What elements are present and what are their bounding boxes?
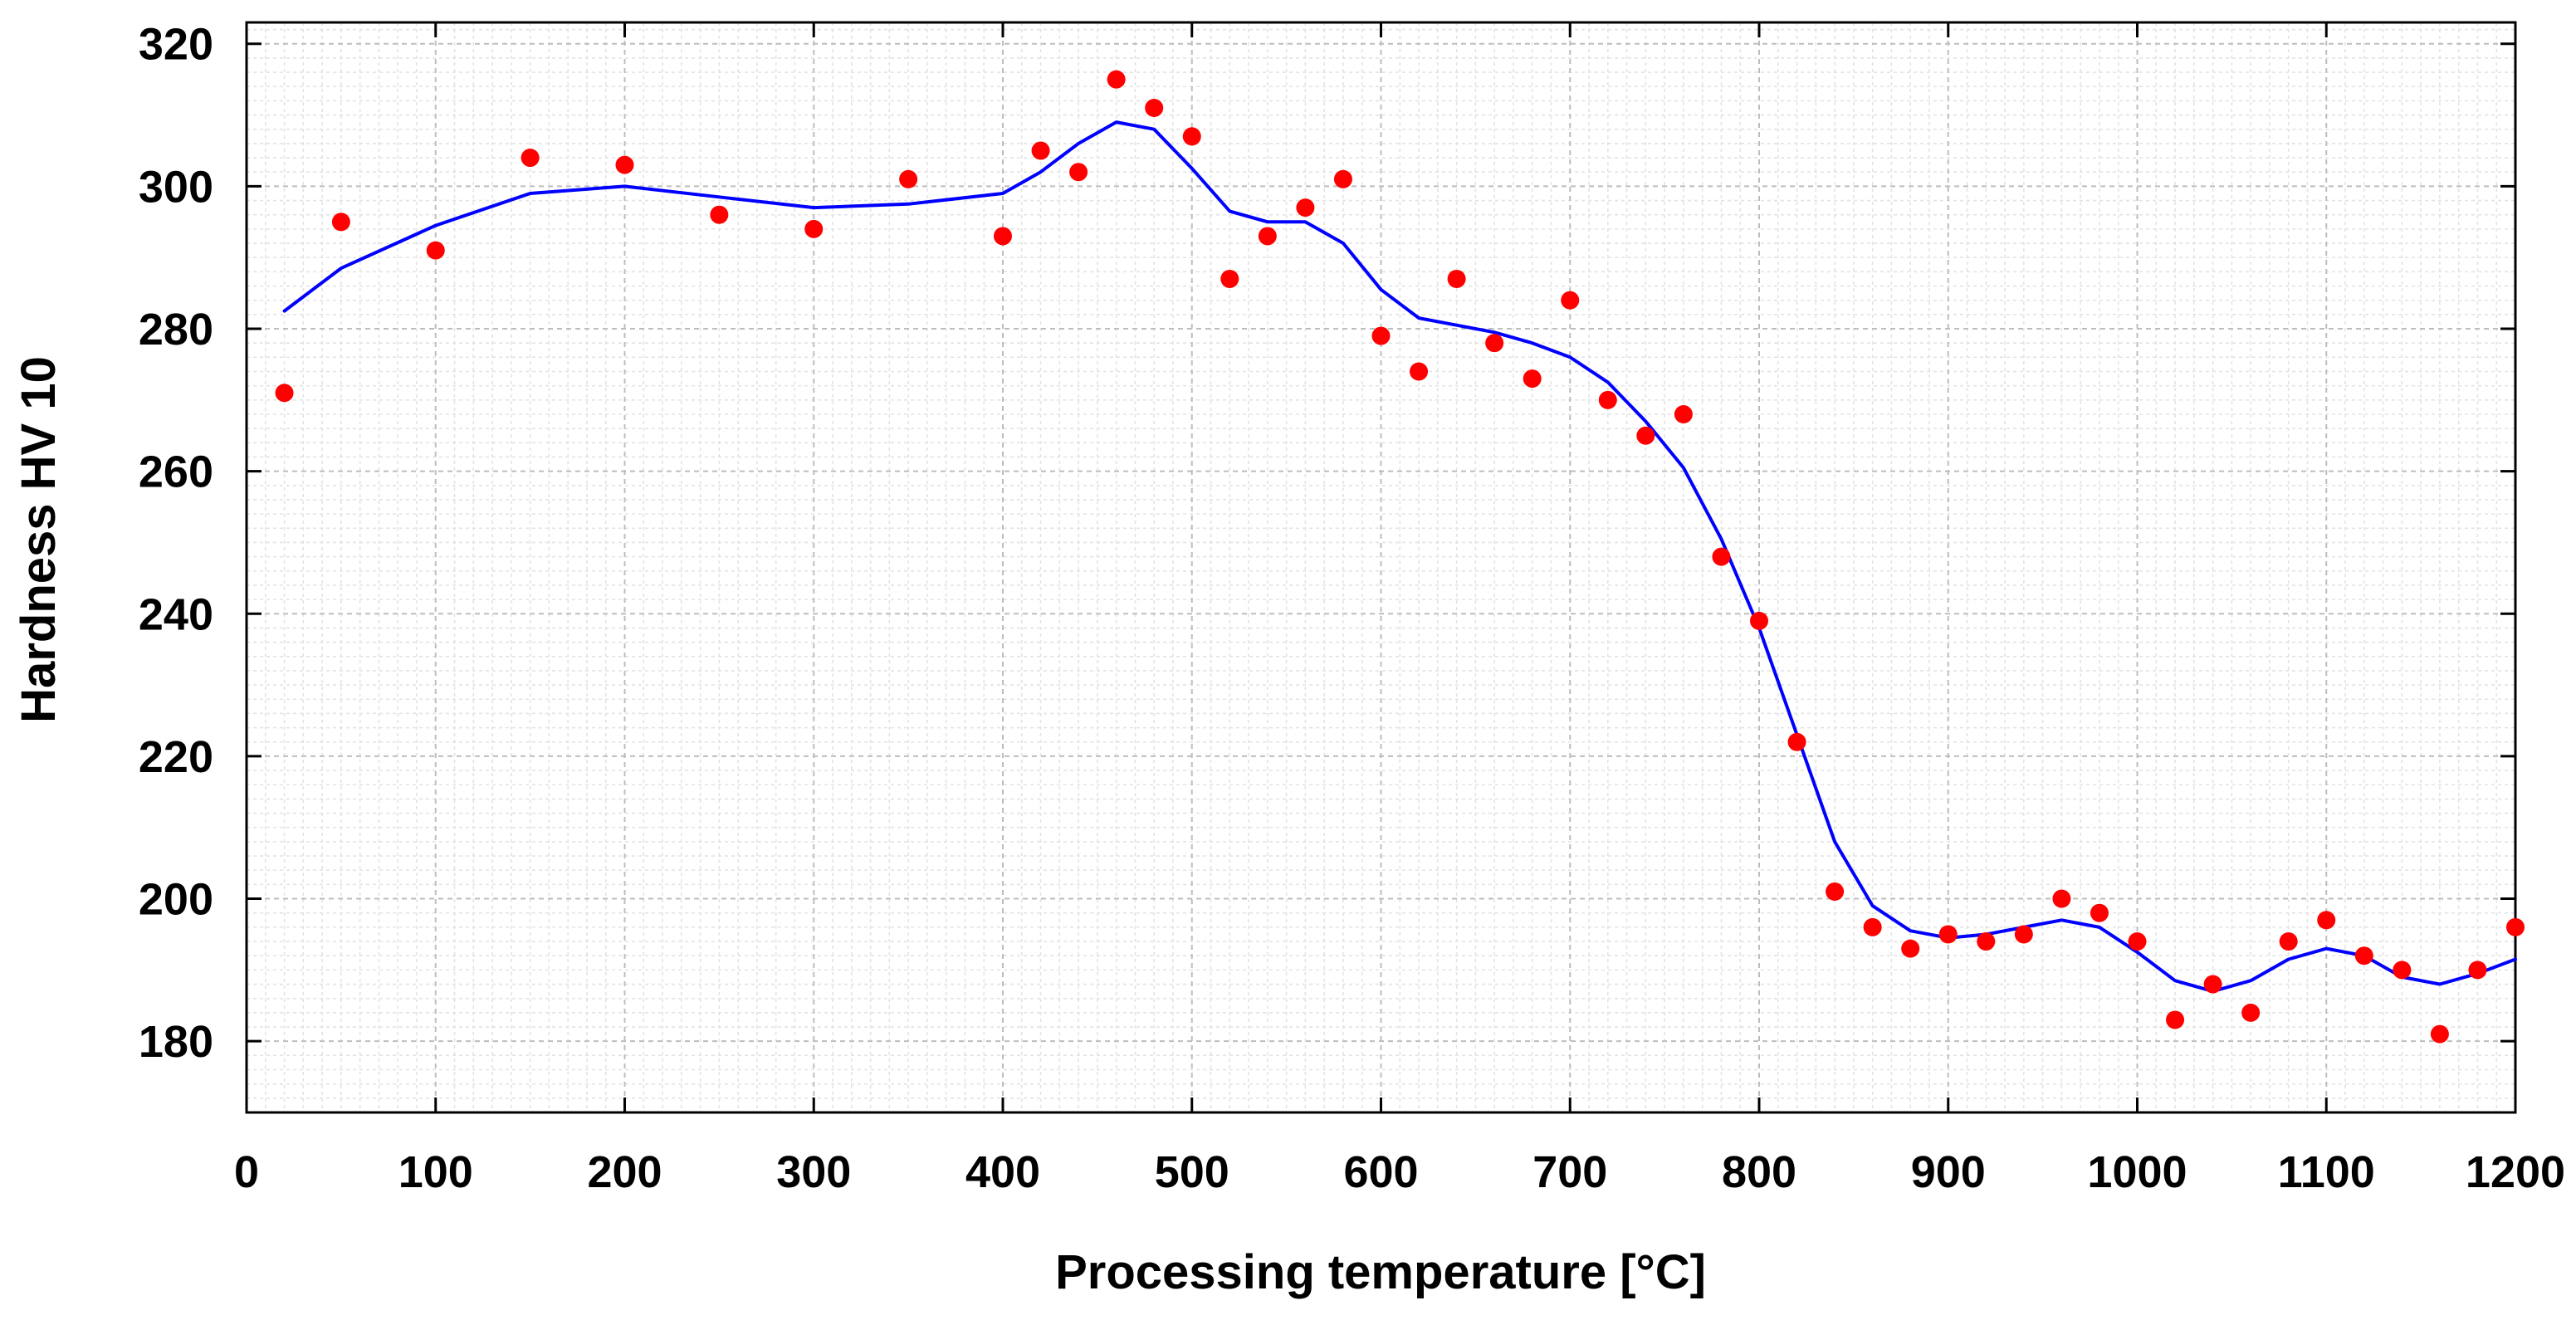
data-point — [1787, 732, 1806, 751]
data-point — [2468, 961, 2487, 980]
data-point — [2317, 911, 2336, 930]
data-point — [1296, 198, 1315, 218]
data-point — [1523, 369, 1542, 389]
data-point — [2090, 903, 2109, 922]
x-tick-label: 700 — [1532, 1147, 1607, 1197]
data-point — [1333, 169, 1352, 188]
data-point — [2128, 932, 2147, 951]
y-tick-label: 280 — [139, 305, 213, 354]
data-point — [1636, 426, 1655, 445]
x-axis-tick-labels: 0 100 200 300 400 500 600 700 800 900 1000 1100 1200 — [234, 1147, 2565, 1197]
data-point — [2430, 1024, 2449, 1044]
x-tick-label: 500 — [1155, 1147, 1229, 1197]
data-point — [1938, 925, 1958, 944]
data-point — [1977, 932, 1996, 951]
x-tick-label: 200 — [587, 1147, 662, 1197]
x-tick-label: 100 — [398, 1147, 473, 1197]
data-point — [331, 213, 350, 232]
x-tick-label: 0 — [234, 1147, 259, 1197]
data-point — [1220, 269, 1239, 288]
y-tick-label: 180 — [139, 1017, 213, 1067]
data-point — [804, 219, 824, 238]
minor-grid — [247, 22, 2515, 1112]
data-point — [1712, 547, 1731, 566]
y-tick-label: 200 — [139, 875, 213, 925]
data-point — [1371, 326, 1391, 345]
y-axis-tick-labels: 180 200 220 240 260 280 300 320 — [139, 20, 213, 1067]
data-point — [2506, 917, 2525, 936]
axis-ticks — [245, 22, 2517, 1112]
data-point — [1182, 127, 1201, 146]
x-tick-label: 1100 — [2278, 1147, 2375, 1197]
y-axis-title: Hardness HV 10 — [12, 356, 66, 723]
data-point — [2393, 961, 2412, 980]
data-point — [275, 384, 294, 403]
data-point — [1485, 334, 1504, 353]
data-point — [521, 149, 540, 168]
y-tick-label: 220 — [139, 732, 213, 782]
y-tick-label: 240 — [139, 589, 213, 639]
data-point — [2052, 889, 2071, 908]
data-point — [1069, 163, 1088, 182]
y-tick-label: 260 — [139, 447, 213, 497]
data-point — [1750, 611, 1768, 630]
data-point — [1410, 362, 1429, 381]
data-point — [1863, 917, 1882, 936]
data-point — [1826, 882, 1845, 901]
y-tick-label: 320 — [139, 20, 213, 70]
x-tick-label: 600 — [1343, 1147, 1418, 1197]
data-point — [426, 241, 445, 260]
data-point — [1561, 291, 1580, 310]
data-point — [2279, 932, 2298, 951]
data-point — [1107, 70, 1126, 89]
x-tick-label: 900 — [1911, 1147, 1986, 1197]
data-point — [2014, 925, 2033, 944]
x-tick-label: 1000 — [2087, 1147, 2187, 1197]
data-point — [1674, 404, 1693, 423]
data-point — [615, 155, 634, 174]
data-point — [1447, 269, 1466, 288]
data-point — [1258, 227, 1277, 246]
data-point — [1145, 98, 1164, 117]
data-point — [1598, 390, 1617, 409]
x-tick-label: 300 — [776, 1147, 851, 1197]
major-grid — [247, 22, 2515, 1112]
x-tick-label: 1200 — [2466, 1147, 2565, 1197]
data-point — [2166, 1010, 2185, 1029]
data-point — [2203, 975, 2222, 994]
x-tick-label: 400 — [965, 1147, 1040, 1197]
data-point — [994, 227, 1012, 246]
data-point — [2241, 1003, 2261, 1022]
data-point — [1901, 939, 1920, 958]
x-axis-title: Processing temperature [°C] — [1055, 1245, 1706, 1299]
data-point — [710, 205, 729, 224]
data-point — [899, 169, 918, 188]
x-tick-label: 800 — [1722, 1147, 1796, 1197]
data-point — [2354, 946, 2373, 966]
data-point-series — [275, 70, 2525, 1044]
y-tick-label: 300 — [139, 162, 213, 212]
data-point — [1031, 141, 1050, 160]
